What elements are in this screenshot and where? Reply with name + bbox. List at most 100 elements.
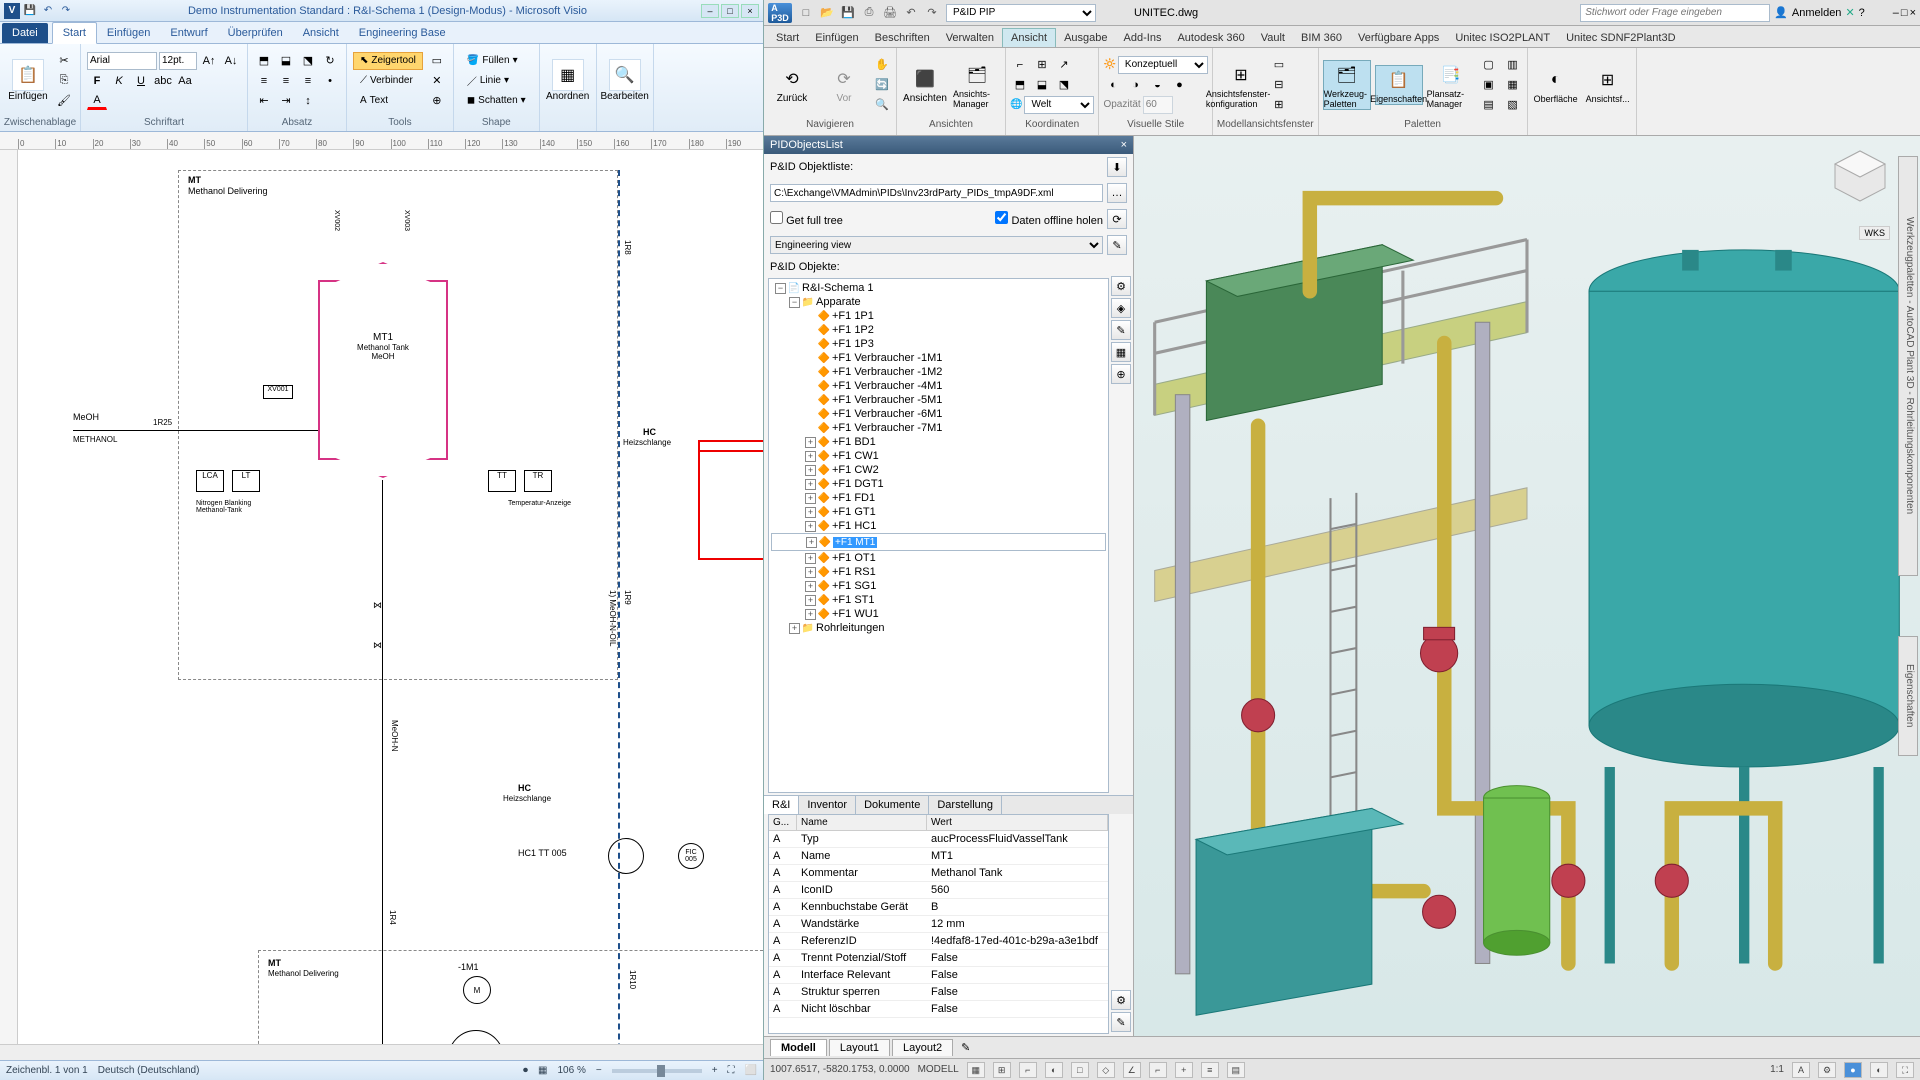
page-indicator[interactable]: Zeichenbl. 1 von 1 [6, 1065, 88, 1076]
x-icon[interactable]: ✕ [427, 72, 447, 90]
palette-properties[interactable]: Eigenschaften [1898, 636, 1918, 756]
zoom-in-icon[interactable]: + [712, 1065, 718, 1076]
viewport-button[interactable]: ⊞Ansichtsf... [1584, 66, 1632, 104]
viewmgr-button[interactable]: 🗂Ansichts-Manager [953, 61, 1001, 109]
tree-node[interactable]: +🔶+F1 HC1 [771, 519, 1106, 533]
p3-icon[interactable]: ▤ [1479, 96, 1499, 114]
exchange-icon[interactable]: ✕ [1845, 6, 1854, 19]
toolpalettes-button[interactable]: 🗂Werkzeug-Paletten [1323, 60, 1371, 110]
prop-tab-1[interactable]: Inventor [799, 796, 856, 814]
tree-node[interactable]: +🔶+F1 WU1 [771, 607, 1106, 621]
copy-icon[interactable]: ⎘ [54, 72, 74, 90]
acad-logo[interactable]: AP3D [768, 3, 792, 23]
tool3-icon[interactable]: ✎ [1111, 320, 1131, 340]
tree-node[interactable]: 🔶+F1 Verbraucher -5M1 [771, 393, 1106, 407]
refresh-icon[interactable]: ⟳ [1107, 209, 1127, 229]
tool5-icon[interactable]: ⊕ [1111, 364, 1131, 384]
shadow-button[interactable]: ◼ Schatten ▾ [460, 92, 533, 110]
signin-icon[interactable]: 👤 [1774, 6, 1788, 19]
world-icon[interactable]: 🌐 [1010, 99, 1022, 110]
hw-icon[interactable]: ● [1844, 1062, 1862, 1078]
record-icon[interactable]: ⏺ [523, 1065, 528, 1076]
tpy-icon[interactable]: ▤ [1227, 1062, 1245, 1078]
sheetset-button[interactable]: 📑Plansatz-Manager [1427, 61, 1475, 109]
strike-icon[interactable]: abc [153, 72, 173, 90]
ws-icon[interactable]: ⚙ [1818, 1062, 1836, 1078]
fwd-button[interactable]: ⟳Vor [820, 65, 868, 104]
model-tab-0[interactable]: Modell [770, 1039, 827, 1056]
tree-node[interactable]: +🔶+F1 DGT1 [771, 477, 1106, 491]
tree-node[interactable]: +📁Rohrleitungen [771, 621, 1106, 635]
close-icon[interactable]: × [1910, 7, 1916, 19]
prop-row[interactable]: ATrennt Potenzial/StoffFalse [769, 950, 1108, 967]
minimize-icon[interactable]: – [1893, 7, 1899, 19]
tree-node[interactable]: 🔶+F1 Verbraucher -4M1 [771, 379, 1106, 393]
fulltree-checkbox[interactable]: Get full tree [770, 211, 843, 227]
tab-view[interactable]: Ansicht [293, 23, 349, 43]
tree-node[interactable]: +🔶+F1 MT1 [771, 533, 1106, 551]
prop-row[interactable]: AIconID560 [769, 882, 1108, 899]
tree-node[interactable]: 🔶+F1 Verbraucher -1M1 [771, 351, 1106, 365]
p6-icon[interactable]: ▧ [1503, 96, 1523, 114]
tab-file[interactable]: Datei [2, 23, 48, 43]
new-icon[interactable]: □ [796, 4, 816, 22]
language-indicator[interactable]: Deutsch (Deutschland) [98, 1065, 200, 1076]
p4-icon[interactable]: ▥ [1503, 56, 1523, 74]
acad-tab-8[interactable]: Vault [1253, 29, 1293, 47]
acad-tab-4[interactable]: Ansicht [1002, 28, 1056, 47]
connector-tool[interactable]: ⟋ Verbinder [353, 72, 423, 90]
tab-insert[interactable]: Einfügen [97, 23, 160, 43]
prop-tab-0[interactable]: R&I [764, 796, 799, 814]
italic-icon[interactable]: K [109, 72, 129, 90]
clean-icon[interactable]: ⛶ [1896, 1062, 1914, 1078]
tree-node[interactable]: 🔶+F1 1P2 [771, 323, 1106, 337]
p2-icon[interactable]: ▣ [1479, 76, 1499, 94]
scroll-horizontal[interactable] [0, 1044, 763, 1060]
help-search[interactable] [1580, 4, 1770, 22]
minimize-icon[interactable]: – [701, 4, 719, 18]
ortho-icon[interactable]: ⌐ [1019, 1062, 1037, 1078]
align-center-icon[interactable]: ≡ [276, 72, 296, 90]
redo-icon[interactable]: ↷ [922, 4, 942, 22]
tree-node[interactable]: +🔶+F1 RS1 [771, 565, 1106, 579]
wks-label[interactable]: WKS [1859, 226, 1890, 240]
save-icon[interactable]: 💾 [838, 4, 858, 22]
download-icon[interactable]: ⬇ [1107, 157, 1127, 177]
polar-icon[interactable]: ◐ [1045, 1062, 1063, 1078]
tab-start[interactable]: Start [52, 22, 97, 44]
grid-icon[interactable]: ▦ [967, 1062, 985, 1078]
tree-node[interactable]: +🔶+F1 CW1 [771, 449, 1106, 463]
opacity-input[interactable] [1143, 96, 1173, 114]
rect-icon[interactable]: ▭ [427, 52, 447, 70]
edit-button[interactable]: 🔍Bearbeiten [603, 57, 647, 104]
tree-node[interactable]: 🔶+F1 Verbraucher -1M2 [771, 365, 1106, 379]
vp3-icon[interactable]: ⊞ [1269, 96, 1289, 114]
acad-tab-6[interactable]: Add-Ins [1116, 29, 1170, 47]
align-right-icon[interactable]: ≡ [298, 72, 318, 90]
close-icon[interactable]: × [741, 4, 759, 18]
vp2-icon[interactable]: ⊟ [1269, 76, 1289, 94]
arrange-button[interactable]: ▦Anordnen [546, 57, 590, 104]
view-select[interactable]: Engineering view [770, 236, 1103, 254]
prop-tab-3[interactable]: Darstellung [929, 796, 1002, 814]
otrack-icon[interactable]: ∠ [1123, 1062, 1141, 1078]
vstyle-combo[interactable]: Konzeptuell [1118, 56, 1208, 74]
format-painter-icon[interactable]: 🖌 [54, 92, 74, 110]
font-size-select[interactable] [159, 52, 197, 70]
model-space[interactable]: MODELL [918, 1064, 959, 1075]
acad-tab-7[interactable]: Autodesk 360 [1169, 29, 1252, 47]
fit-icon[interactable]: ⛶ [728, 1065, 735, 1076]
maximize-icon[interactable]: □ [1901, 7, 1908, 19]
fullscreen-icon[interactable]: ⬜ [745, 1065, 757, 1076]
ducs-icon[interactable]: ⌐ [1149, 1062, 1167, 1078]
views-button[interactable]: ⬛Ansichten [901, 65, 949, 104]
orbit-icon[interactable]: 🔄 [872, 76, 892, 94]
object-tree[interactable]: −📄R&I-Schema 1−📁Apparate🔶+F1 1P1🔶+F1 1P2… [768, 278, 1109, 793]
palette-toolpalettes[interactable]: Werkzeugpaletten - AutoCAD Plant 3D - Ro… [1898, 156, 1918, 576]
tree-node[interactable]: +🔶+F1 OT1 [771, 551, 1106, 565]
world-combo[interactable]: Welt [1024, 96, 1094, 114]
pan-icon[interactable]: ✋ [872, 56, 892, 74]
osnap-icon[interactable]: □ [1071, 1062, 1089, 1078]
tab-review[interactable]: Überprüfen [218, 23, 293, 43]
surface-button[interactable]: ◐Oberfläche [1532, 66, 1580, 104]
